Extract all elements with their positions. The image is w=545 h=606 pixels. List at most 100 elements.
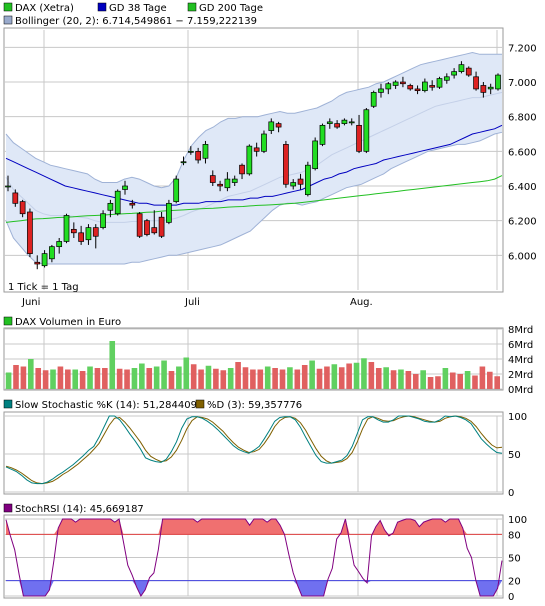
y-tick-label: 7.000	[508, 78, 537, 89]
volume-bar	[464, 371, 471, 389]
volume-bar	[220, 370, 227, 389]
legend-dax-label: DAX (Xetra)	[15, 3, 74, 14]
y-tick-label: 0	[508, 488, 514, 499]
volume-bar	[287, 367, 293, 389]
candle	[136, 212, 143, 238]
candle-body	[312, 140, 319, 170]
price-legend: DAX (Xetra) GD 38 Tage GD 200 Tage Bolli…	[3, 2, 263, 27]
stoch-k-swatch	[3, 399, 13, 409]
candle-body	[136, 213, 143, 237]
candle	[122, 180, 128, 195]
volume-bar	[449, 372, 456, 389]
volume-bar	[279, 369, 286, 389]
candle	[19, 199, 26, 218]
volume-bar	[87, 366, 93, 389]
legend-gd38-label: GD 38 Tage	[109, 3, 167, 14]
candle	[414, 85, 421, 95]
candle	[283, 140, 289, 188]
candle	[341, 118, 348, 126]
candle-body	[429, 85, 436, 88]
candle-body	[407, 85, 414, 90]
candle	[246, 144, 253, 176]
price-y-ticks: 7.200 7.000 6.800 6.600 6.400 6.200 6.000	[508, 43, 537, 262]
candle-body	[378, 88, 384, 93]
tick-note: 1 Tick = 1 Tag	[8, 282, 79, 293]
candle	[356, 114, 362, 154]
volume-bar	[272, 368, 278, 389]
candle-body	[224, 178, 231, 189]
y-tick-label: 20	[508, 577, 521, 588]
candle-body	[202, 144, 209, 159]
candle	[407, 83, 414, 91]
volume-bar	[457, 374, 463, 389]
candle	[224, 172, 231, 192]
volume-bar	[72, 369, 79, 389]
candle	[348, 118, 355, 126]
candle-body	[495, 74, 501, 90]
stochastic-lines	[5, 415, 503, 485]
volume-swatch	[3, 316, 13, 326]
x-tick-label: Juni	[21, 297, 40, 308]
volume-bar	[331, 364, 338, 389]
candle	[495, 73, 501, 91]
volume-bar	[390, 370, 397, 389]
stochrsi-area	[5, 518, 503, 597]
candle	[458, 61, 465, 74]
y-tick-label: 7.200	[508, 43, 537, 54]
candle-body	[253, 147, 260, 152]
volume-bar	[338, 367, 345, 389]
stoch-k-line	[5, 415, 503, 485]
candle	[370, 90, 377, 108]
y-tick-label: 50	[508, 554, 521, 565]
candle-body	[422, 81, 428, 92]
bollinger-fill	[6, 52, 502, 264]
candle-body	[34, 261, 41, 265]
volume-bar	[294, 369, 301, 389]
candle-body	[5, 185, 11, 188]
candle	[114, 189, 121, 216]
candle-body	[239, 164, 245, 175]
candle	[422, 78, 428, 93]
candle-body	[348, 121, 355, 124]
legend-bollinger-swatch	[3, 15, 13, 25]
candle-body	[180, 161, 187, 164]
y-tick-label: 6Mrd	[508, 340, 533, 351]
x-axis-ticks: Juni Juli Aug.	[21, 297, 373, 308]
candle	[144, 218, 150, 237]
y-tick-label: 50	[508, 450, 521, 461]
candle-body	[341, 119, 348, 124]
volume-bar	[227, 368, 234, 389]
candle-body	[246, 145, 253, 175]
stochrsi-line	[5, 518, 503, 597]
candle	[231, 175, 238, 186]
volume-bar	[161, 360, 167, 389]
x-tick-label: Juli	[184, 297, 200, 308]
candle-body	[480, 85, 487, 93]
stochrsi-swatch	[3, 503, 13, 513]
candle	[334, 120, 340, 129]
volume-bar	[316, 368, 323, 389]
stoch-d-swatch	[195, 399, 205, 409]
candle-body	[436, 78, 443, 88]
volume-bar	[139, 363, 145, 389]
volume-bar	[375, 368, 382, 389]
x-tick-label: Aug.	[350, 297, 373, 308]
y-tick-label: 6.400	[508, 182, 537, 193]
candle	[465, 66, 472, 77]
candle	[92, 224, 99, 249]
candle	[180, 156, 187, 166]
candle-body	[217, 183, 223, 187]
volume-bar	[420, 370, 426, 389]
volume-bar	[13, 365, 19, 389]
candle	[275, 121, 282, 133]
volume-bar	[213, 368, 219, 389]
candle-body	[319, 124, 326, 145]
candle	[5, 175, 11, 192]
volume-bar	[183, 357, 190, 389]
candle	[312, 137, 319, 171]
candlesticks	[5, 61, 501, 270]
candle-body	[400, 81, 406, 85]
volume-bar	[405, 371, 412, 389]
stochastic-y-ticks: 100 50 0	[508, 412, 527, 499]
volume-bar	[131, 368, 138, 389]
